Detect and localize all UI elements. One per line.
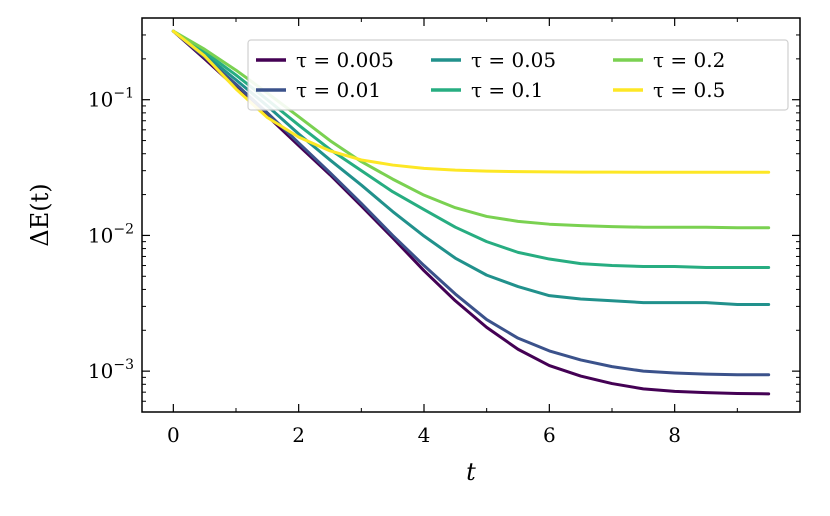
legend-label-2: τ = 0.05: [471, 48, 556, 72]
legend-label-1: τ = 0.01: [296, 78, 381, 102]
x-tick-label: 2: [292, 423, 305, 447]
legend-label-3: τ = 0.1: [471, 78, 543, 102]
x-tick-label: 8: [668, 423, 681, 447]
y-axis-label: ΔE(t): [26, 183, 54, 246]
x-tick-label: 6: [543, 423, 556, 447]
legend-box: [247, 39, 789, 111]
legend-label-0: τ = 0.005: [296, 48, 394, 72]
x-tick-label: 4: [418, 423, 431, 447]
x-axis-label: t: [466, 458, 476, 486]
series-line-1: [171, 29, 771, 377]
y-tick-label: 10−3: [88, 357, 134, 383]
legend-label-4: τ = 0.2: [653, 48, 725, 72]
series-line-5: [171, 29, 771, 174]
plot-frame: [141, 17, 801, 413]
legend: τ = 0.005 τ = 0.01 τ = 0.05 τ = 0.1 τ = 0.2 τ…: [247, 39, 789, 111]
x-tick-label: 0: [167, 423, 180, 447]
legend-label-5: τ = 0.5: [653, 78, 725, 102]
y-tick-label: 10−2: [88, 221, 134, 247]
y-tick-label: 10−1: [88, 86, 134, 112]
ticks-layer: 0 2 4 6 8 10−1 10−2 10−3: [88, 17, 800, 447]
